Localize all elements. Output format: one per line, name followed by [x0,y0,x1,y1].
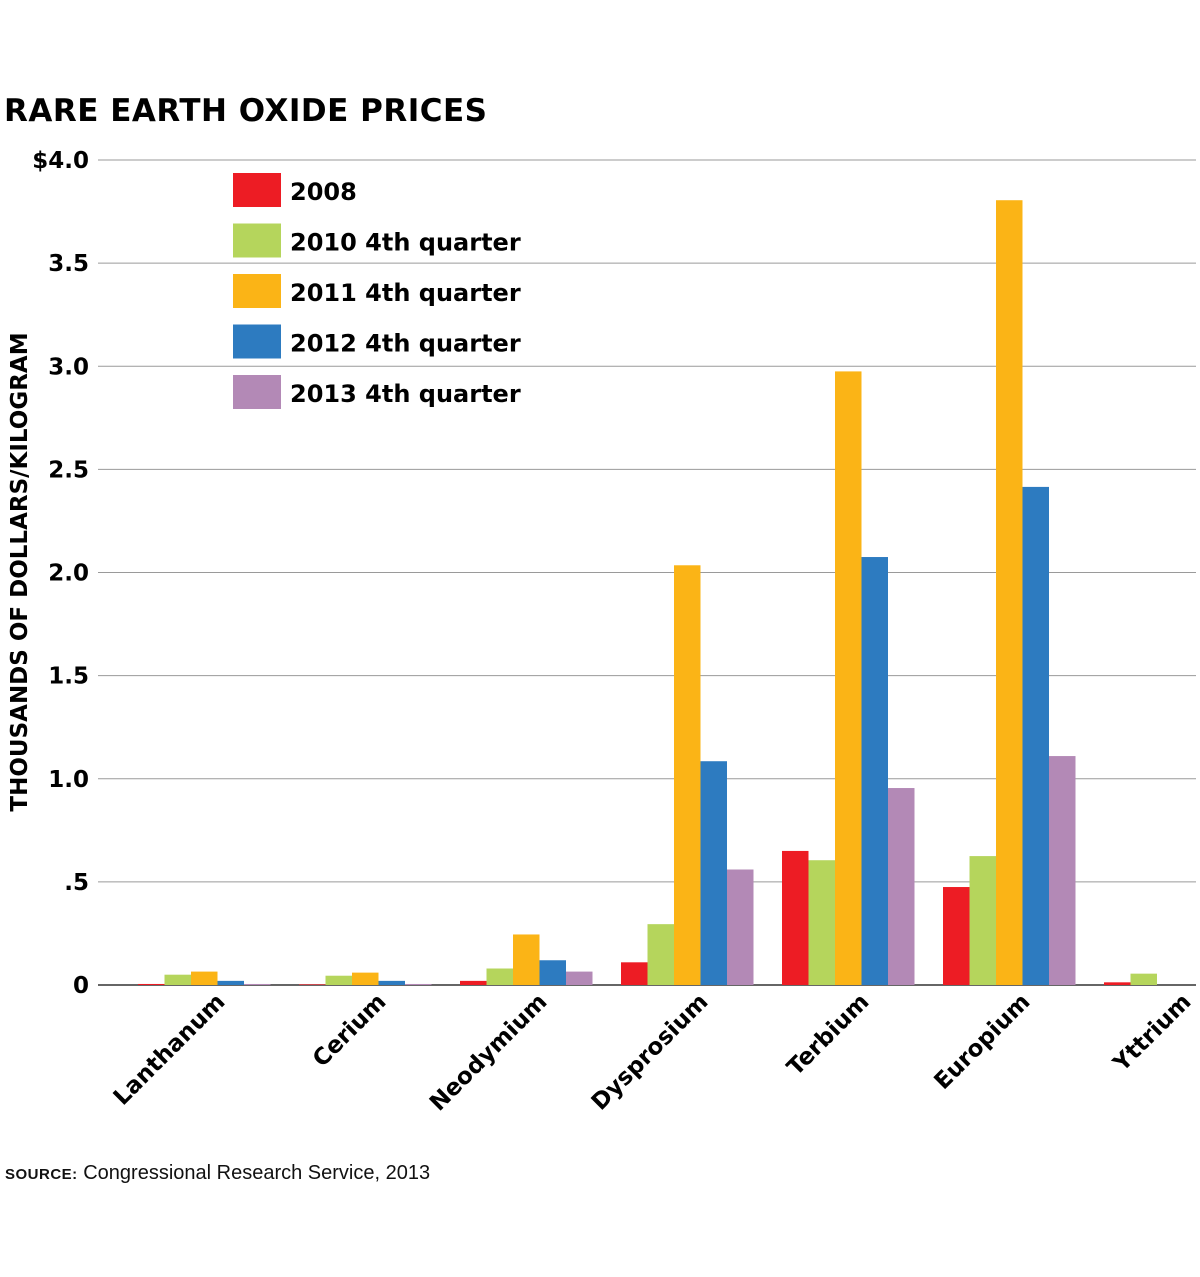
y-tick-label: $4.0 [32,148,89,174]
bar-cerium-2 [325,975,352,985]
y-axis-label: THOUSANDS OF DOLLARS/KILOGRAM [7,332,33,811]
y-tick-label: 3.5 [48,251,89,277]
bar-lanthanum-3 [191,971,218,985]
bar-cerium-4 [378,980,405,985]
legend-swatch [233,274,281,308]
bar-cerium-5 [405,983,432,985]
source-note: SOURCE: Congressional Research Service, … [5,1162,430,1185]
bar-terbium-4 [861,557,888,985]
y-tick-label: 2.0 [48,561,89,587]
bar-dysprosium-5 [727,869,754,985]
legend-label: 2008 [290,178,357,206]
bar-terbium-2 [808,860,835,985]
legend-label: 2013 4th quarter [290,380,521,408]
bar-terbium-3 [835,371,862,985]
bar-neodymium-1 [460,980,487,985]
bar-lanthanum-1 [138,983,165,985]
y-tick-label: .5 [64,870,89,896]
bar-dysprosium-4 [700,761,727,985]
bar-europium-5 [1049,756,1076,985]
bar-neodymium-2 [486,968,513,985]
bar-neodymium-3 [513,934,540,985]
bar-cerium-1 [299,984,326,985]
y-tick-label: 1.0 [48,767,89,793]
bar-terbium-5 [888,788,915,985]
bar-lanthanum-5 [244,983,271,985]
bar-dysprosium-3 [674,565,701,985]
bar-europium-1 [943,887,970,985]
legend: 2008 2010 4th quarter 2011 4th quarter 2012… [233,173,521,409]
x-axis-ticks: Lanthanum Cerium Neodymium Dysprosium Terbiu… [109,989,1197,1116]
source-text: Congressional Research Service, 2013 [83,1162,431,1184]
bar-yttrium-2 [1130,973,1157,985]
bar-dysprosium-1 [621,962,648,985]
bar-neodymium-5 [566,971,593,985]
bar-terbium-1 [782,850,809,985]
legend-label: 2011 4th quarter [290,279,521,307]
bar-lanthanum-2 [164,974,191,985]
x-tick-label: Yttrium [1108,989,1197,1078]
y-tick-label: 1.5 [48,664,89,690]
x-tick-label: Cerium [308,989,391,1072]
bar-europium-3 [996,200,1023,985]
legend-label: 2012 4th quarter [290,330,521,358]
x-tick-label: Lanthanum [109,989,231,1111]
y-tick-label: 0 [73,973,89,999]
bar-cerium-3 [352,972,379,985]
x-tick-label: Neodymium [425,989,552,1116]
bar-neodymium-4 [539,960,566,985]
y-tick-label: 3.0 [48,354,89,380]
x-tick-label: Terbium [782,989,874,1081]
bar-dysprosium-2 [647,924,674,985]
bar-yttrium-1 [1104,982,1131,985]
chart-title: RARE EARTH OXIDE PRICES [4,93,488,129]
legend-swatch [233,223,281,258]
legend-swatch [233,173,281,207]
x-tick-label: Dysprosium [587,989,714,1116]
y-axis-ticks: 0 .5 1.0 1.5 2.0 2.5 3.0 3.5 $4.0 [32,148,89,999]
bars [138,200,1157,985]
x-tick-label: Europium [929,989,1035,1095]
bar-europium-4 [1022,486,1049,985]
legend-label: 2010 4th quarter [290,229,521,257]
bar-europium-2 [969,856,996,985]
y-tick-label: 2.5 [48,457,89,483]
legend-swatch [233,324,281,359]
bar-lanthanum-4 [217,980,244,985]
legend-swatch [233,375,281,409]
source-label: SOURCE: [5,1166,78,1183]
